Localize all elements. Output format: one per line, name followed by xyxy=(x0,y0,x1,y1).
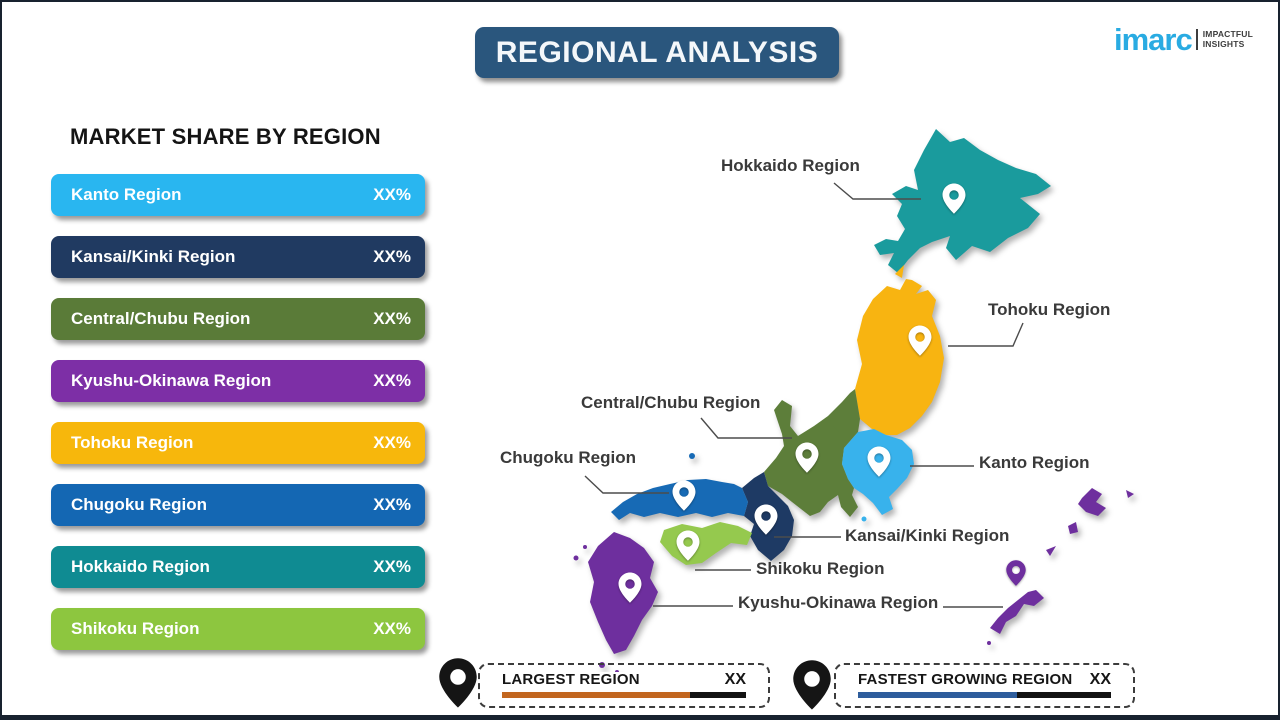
region-label: Chugoku Region xyxy=(71,495,207,514)
largest-region-pin-icon xyxy=(439,658,477,708)
fastest-growing-bar-track xyxy=(858,692,1111,698)
map-islet-okinawa-1 xyxy=(1126,490,1134,498)
title-banner: REGIONAL ANALYSIS xyxy=(475,27,839,78)
largest-region-value: XX xyxy=(724,671,746,688)
largest-region-bar-fill xyxy=(502,692,690,698)
map-label-chugoku: Chugoku Region xyxy=(500,448,636,467)
map-label-tohoku: Tohoku Region xyxy=(988,300,1111,319)
fastest-growing-value: XX xyxy=(1089,671,1111,688)
map-islet-okinawa-3 xyxy=(1046,546,1056,556)
connector-tohoku xyxy=(948,322,1024,347)
region-value: XX% xyxy=(373,619,411,638)
largest-region-label: LARGEST REGION xyxy=(502,671,640,688)
region-value: XX% xyxy=(373,247,411,266)
region-label: Hokkaido Region xyxy=(71,557,210,576)
page-title: REGIONAL ANALYSIS xyxy=(495,35,819,69)
region-label: Kyushu-Okinawa Region xyxy=(71,371,272,390)
map-label-central-chubu: Central/Chubu Region xyxy=(581,393,761,412)
market-share-row-chugoku: Chugoku Region XX% xyxy=(51,484,425,526)
map-label-shikoku: Shikoku Region xyxy=(756,559,885,578)
map-islet-tsushima xyxy=(573,555,579,561)
fastest-growing-label: FASTEST GROWING REGION xyxy=(858,671,1073,688)
market-share-row-shikoku: Shikoku Region XX% xyxy=(51,608,425,650)
market-share-row-kyushu: Kyushu-Okinawa Region XX% xyxy=(51,360,425,402)
market-share-heading: MARKET SHARE BY REGION xyxy=(70,124,381,149)
logo-divider xyxy=(1195,29,1198,50)
map-islet-iki xyxy=(583,545,587,549)
imarc-wordmark: imarc xyxy=(1114,22,1193,57)
okinawa-pin-icon xyxy=(1006,560,1026,586)
fastest-growing-pin-icon xyxy=(793,660,831,710)
map-islet-izu xyxy=(861,516,867,522)
region-label: Kanto Region xyxy=(71,185,182,204)
connector-hokkaido xyxy=(833,182,921,200)
connector-chugoku xyxy=(584,475,669,494)
map-islet-oki xyxy=(689,453,695,459)
map-islet-okinawa-2 xyxy=(1068,522,1078,534)
fastest-growing-bar-fill xyxy=(858,692,1018,698)
japan-map xyxy=(573,129,1134,672)
map-islet-kyushu-2 xyxy=(615,670,619,672)
region-value: XX% xyxy=(373,185,411,204)
market-share-row-kanto: Kanto Region XX% xyxy=(51,174,425,216)
fastest-growing-legend: FASTEST GROWING REGION XX xyxy=(834,663,1135,708)
map-region-shikoku xyxy=(660,522,752,565)
map-region-tohoku xyxy=(855,279,944,435)
market-share-row-tohoku: Tohoku Region XX% xyxy=(51,422,425,464)
largest-region-bar-track xyxy=(502,692,746,698)
map-island-amami xyxy=(1078,488,1106,516)
map-island-sado xyxy=(833,412,849,432)
label-connectors xyxy=(584,182,1024,608)
connector-chubu xyxy=(700,417,792,439)
region-value: XX% xyxy=(373,557,411,576)
region-value: XX% xyxy=(373,371,411,390)
region-label: Kansai/Kinki Region xyxy=(71,247,236,266)
logo-tagline: IMPACTFUL INSIGHTS xyxy=(1202,28,1254,49)
map-label-kansai: Kansai/Kinki Region xyxy=(845,526,1010,545)
region-value: XX% xyxy=(373,309,411,328)
map-label-hokkaido: Hokkaido Region xyxy=(721,156,860,175)
map-label-kyushu-okinawa: Kyushu-Okinawa Region xyxy=(738,593,939,612)
map-island-okinawa-main xyxy=(990,590,1044,634)
map-label-kanto: Kanto Region xyxy=(979,453,1090,472)
largest-region-legend: LARGEST REGION XX xyxy=(478,663,770,708)
region-label: Tohoku Region xyxy=(71,433,194,452)
market-share-row-kansai: Kansai/Kinki Region XX% xyxy=(51,236,425,278)
map-islet-tohoku xyxy=(895,265,904,278)
market-share-row-chubu: Central/Chubu Region XX% xyxy=(51,298,425,340)
map-region-kansai xyxy=(742,472,794,561)
market-share-row-hokkaido: Hokkaido Region XX% xyxy=(51,546,425,588)
region-value: XX% xyxy=(373,433,411,452)
map-islet-okinawa-4 xyxy=(987,641,991,645)
region-value: XX% xyxy=(373,495,411,514)
market-share-list: Kanto Region XX% Kansai/Kinki Region XX%… xyxy=(51,174,425,650)
imarc-logo: imarc IMPACTFUL INSIGHTS xyxy=(1114,24,1253,55)
region-label: Central/Chubu Region xyxy=(71,309,251,328)
region-label: Shikoku Region xyxy=(71,619,200,638)
